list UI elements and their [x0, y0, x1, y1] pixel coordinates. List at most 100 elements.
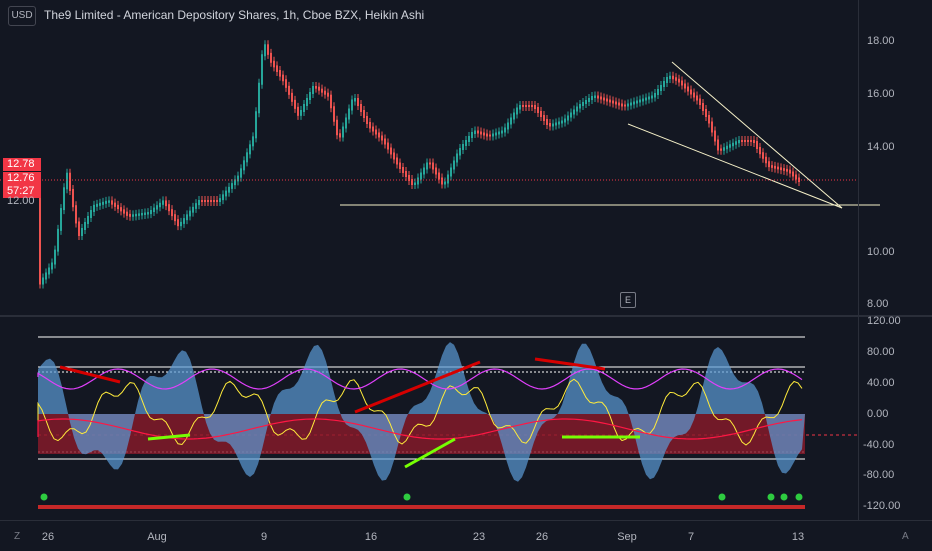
candle-body — [672, 75, 674, 80]
candle-body — [690, 89, 692, 95]
candle-body — [141, 212, 143, 216]
candle-body — [129, 213, 131, 217]
candle-body — [324, 90, 326, 95]
price-tick: 16.00 — [867, 88, 895, 100]
candle-body — [207, 200, 209, 202]
candle-body — [615, 101, 617, 105]
candle-body — [726, 145, 728, 150]
candle-body — [165, 200, 167, 207]
buy-signal-dot — [795, 493, 803, 501]
candle-body — [468, 136, 470, 142]
buy-signal-dot — [40, 493, 48, 501]
candle-body — [210, 200, 212, 202]
candle-body — [405, 171, 407, 177]
candle-body — [435, 167, 437, 175]
candle-body — [117, 204, 119, 210]
candle-body — [330, 94, 332, 109]
candle-body — [396, 157, 398, 165]
countdown-tag: 57:27 — [3, 185, 41, 198]
candle-body — [573, 109, 575, 115]
candle-body — [90, 210, 92, 218]
candle-body — [162, 200, 164, 205]
candle-body — [318, 86, 320, 91]
oscillator-chart[interactable] — [0, 317, 932, 520]
osc-pink-line — [37, 368, 803, 390]
candle-body — [189, 210, 191, 217]
candle-body — [288, 85, 290, 95]
candle-body — [282, 74, 284, 82]
candle-body — [180, 221, 182, 227]
candle-body — [549, 123, 551, 127]
candle-body — [219, 198, 221, 202]
candle-body — [738, 140, 740, 144]
candle-body — [705, 109, 707, 117]
buy-signal-dot — [718, 493, 726, 501]
candle-body — [159, 202, 161, 208]
time-tick: Sep — [617, 531, 637, 543]
candle-body — [588, 98, 590, 102]
buy-signal-dot — [780, 493, 788, 501]
candle-body — [114, 202, 116, 207]
candle-body — [252, 136, 254, 147]
candle-body — [498, 131, 500, 135]
candle-body — [522, 105, 524, 107]
candle-body — [540, 111, 542, 117]
candle-body — [303, 104, 305, 112]
osc-tick: 0.00 — [867, 408, 889, 420]
candle-body — [153, 207, 155, 212]
bearish-divergence-line — [534, 357, 606, 371]
candle-body — [243, 160, 245, 171]
candle-body — [723, 147, 725, 151]
pane-divider[interactable] — [0, 315, 932, 317]
auto-scale-button[interactable]: A — [902, 531, 909, 542]
candle-body — [777, 166, 779, 170]
time-tick: 13 — [791, 531, 805, 543]
candle-body — [654, 93, 656, 98]
buy-signal-dot — [403, 493, 411, 501]
candle-body — [465, 140, 467, 146]
candle-body — [510, 117, 512, 125]
candle-body — [501, 130, 503, 134]
candle-body — [372, 126, 374, 132]
candle-body — [231, 183, 233, 189]
zoom-toggle-button[interactable]: Z — [14, 531, 21, 542]
bullish-divergence-line — [404, 437, 456, 469]
earnings-marker[interactable]: E — [620, 292, 636, 308]
candle-body — [393, 152, 395, 160]
candle-body — [597, 95, 599, 99]
candle-body — [591, 96, 593, 100]
time-tick: 7 — [687, 531, 695, 543]
candle-body — [774, 165, 776, 169]
candle-body — [702, 103, 704, 111]
candle-body — [474, 130, 476, 134]
osc-tick: -120.00 — [863, 500, 901, 512]
candle-body — [711, 121, 713, 133]
osc-tick: 120.00 — [867, 315, 901, 327]
price-chart[interactable] — [0, 0, 932, 316]
currency-badge[interactable]: USD — [8, 6, 36, 26]
candle-body — [741, 140, 743, 142]
candle-body — [438, 172, 440, 180]
candle-body — [729, 144, 731, 148]
candle-body — [441, 177, 443, 185]
price-axis[interactable]: 18.00 16.00 14.00 10.00 8.00 120.00 80.0… — [858, 0, 932, 520]
candle-body — [345, 117, 347, 129]
candle-body — [327, 92, 329, 97]
candle-body — [633, 101, 635, 105]
candle-body — [378, 132, 380, 138]
candle-body — [420, 172, 422, 180]
candle-body — [747, 140, 749, 142]
candle-body — [63, 187, 65, 211]
candle-body — [555, 122, 557, 126]
candle-body — [621, 103, 623, 107]
candle-body — [795, 174, 797, 180]
candle-body — [222, 194, 224, 201]
candle-body — [126, 211, 128, 216]
candle-body — [669, 75, 671, 79]
candle-body — [111, 200, 113, 205]
candle-body — [381, 135, 383, 141]
candle-body — [624, 104, 626, 107]
candle-body — [96, 203, 98, 207]
time-axis[interactable]: 26 Aug 9 16 23 26 Sep 7 13 — [0, 520, 932, 551]
bullish-divergence-line — [147, 433, 191, 441]
